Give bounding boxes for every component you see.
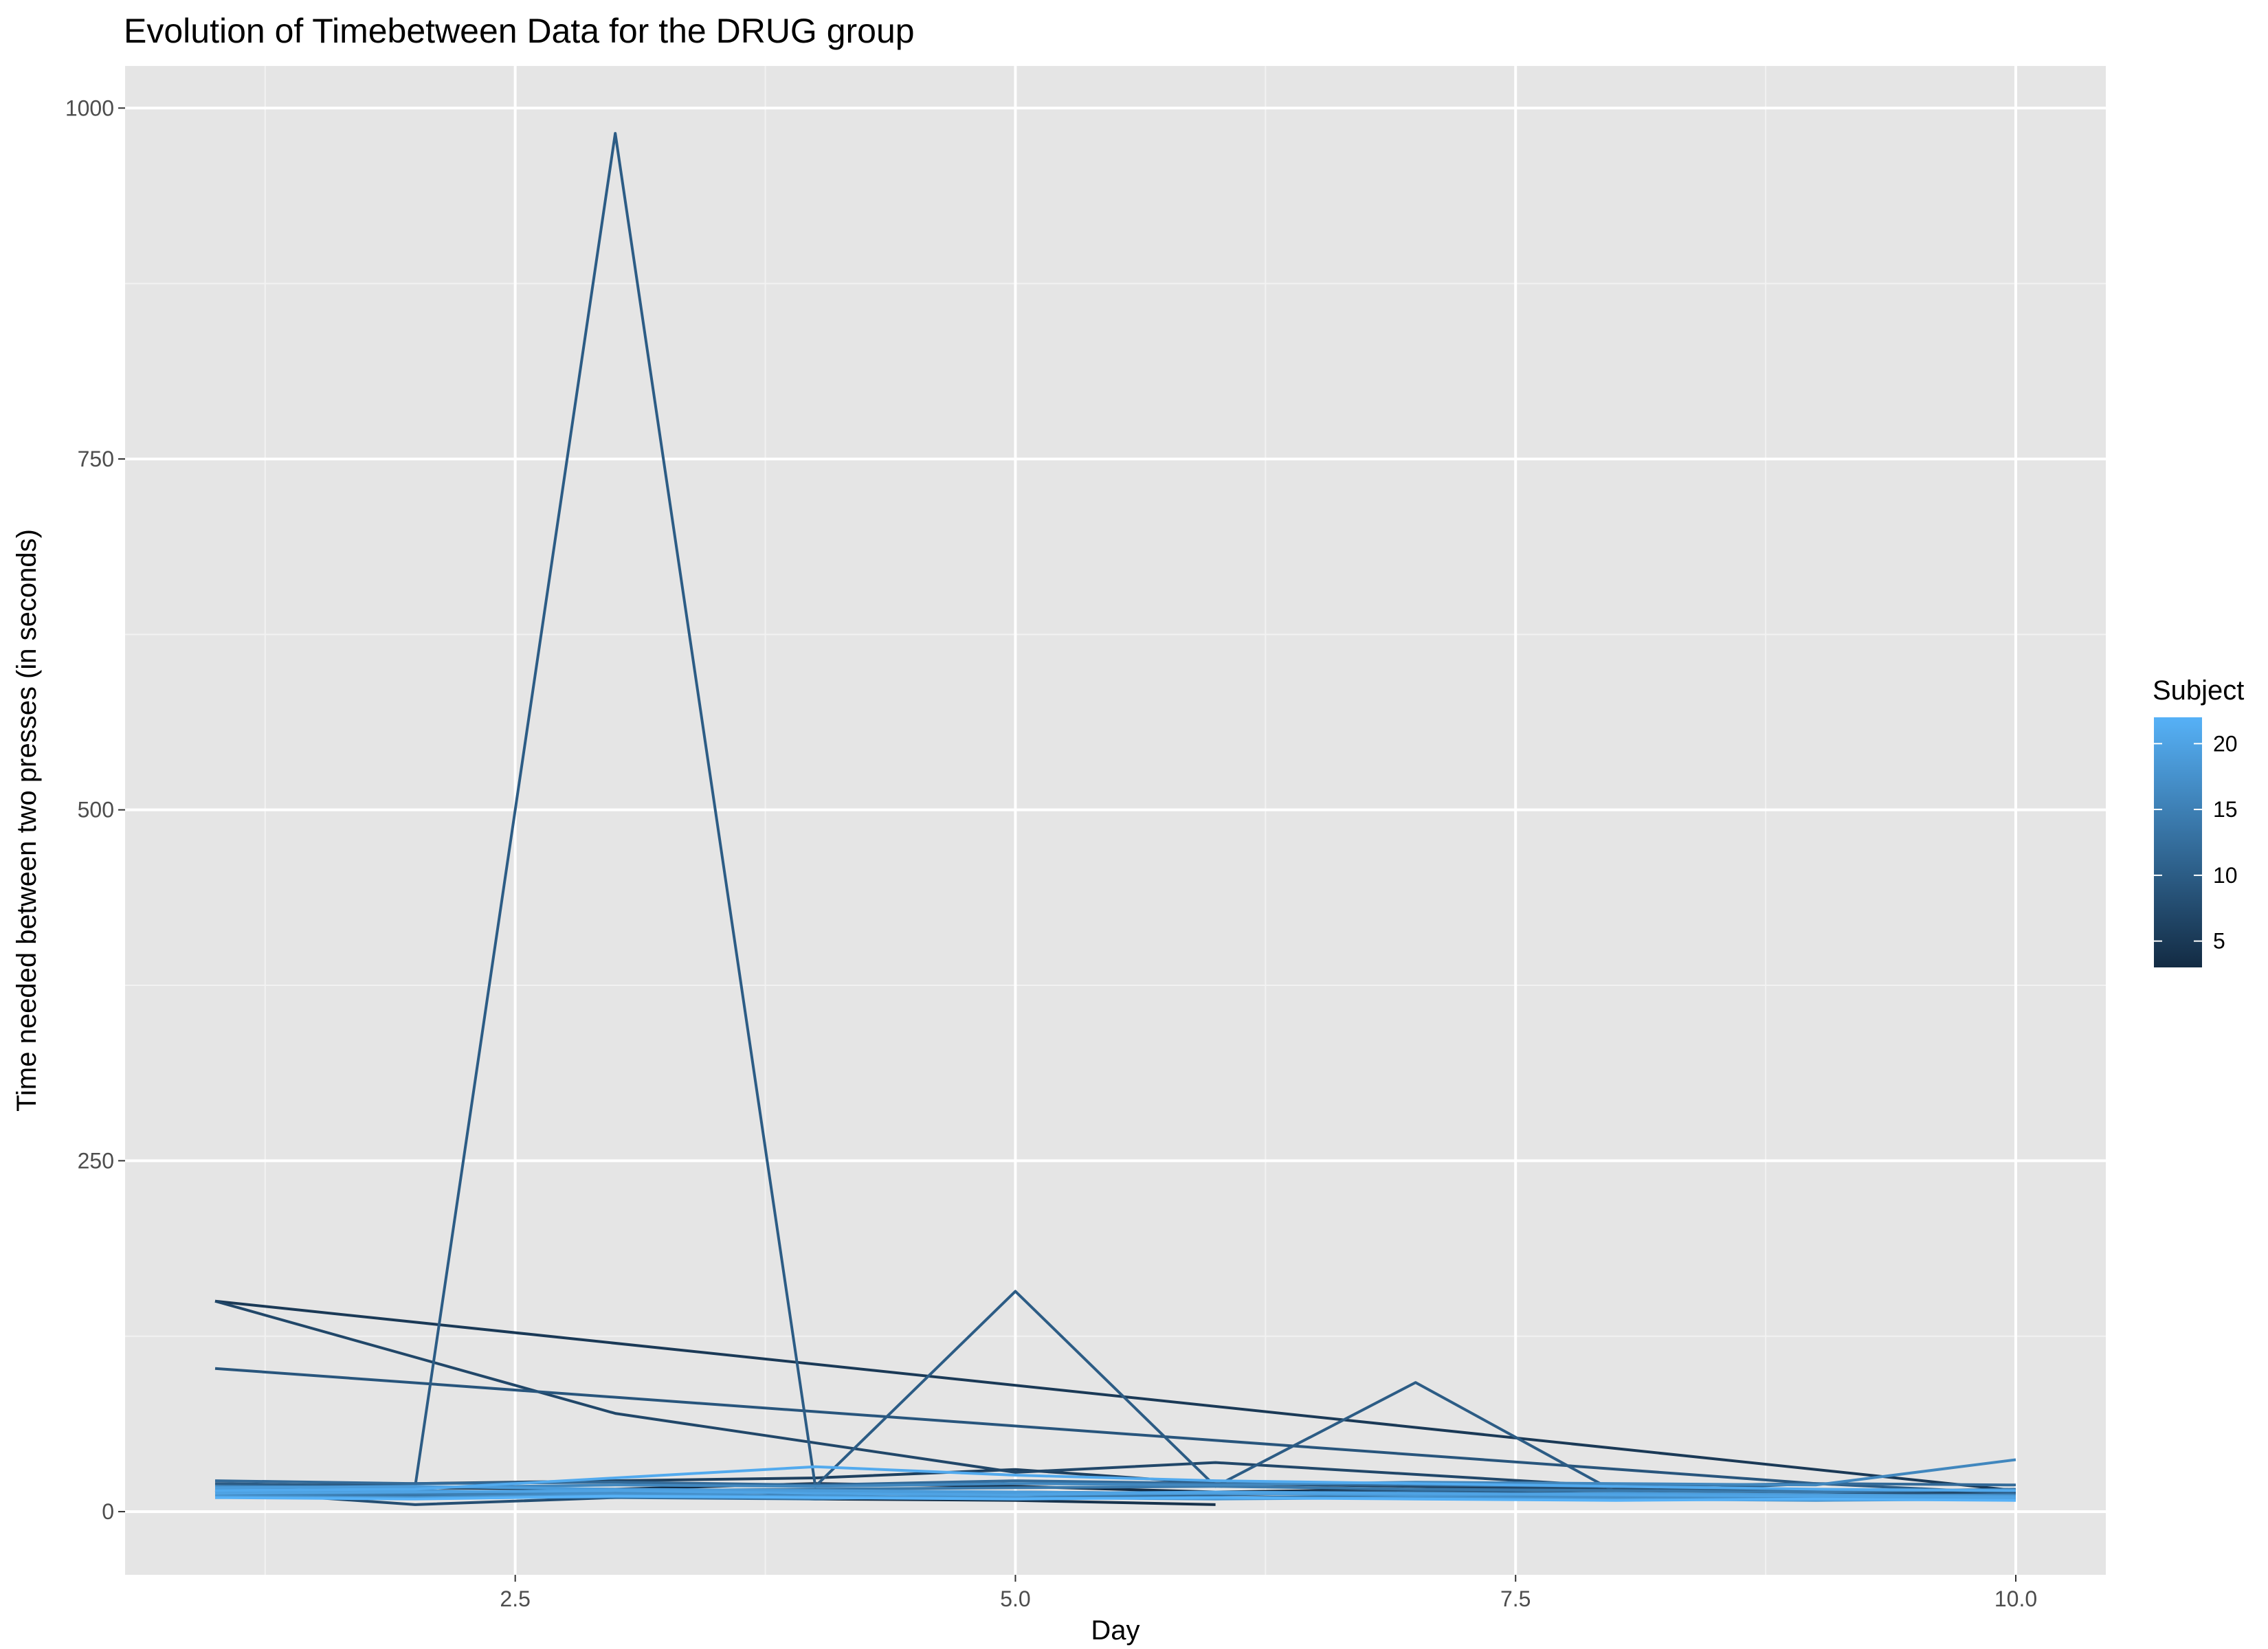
- series-line-subject-20: [214, 1489, 2016, 1499]
- chart-title: Evolution of Timebetween Data for the DR…: [124, 12, 915, 50]
- x-tick-label: 2.5: [500, 1586, 530, 1611]
- series-line-subject-9: [214, 1367, 1816, 1485]
- y-axis: 0 250 500 750 1000: [65, 96, 125, 1524]
- y-tick-label: 0: [102, 1499, 114, 1524]
- legend-title: Subject: [2153, 675, 2244, 706]
- series-line-subject-5: [214, 1299, 2016, 1492]
- y-axis-title: Time needed between two presses (in seco…: [12, 529, 42, 1112]
- legend-tick-label: 20: [2213, 731, 2238, 756]
- series-line-subject-22: [214, 1494, 2016, 1502]
- legend: Subject 5 10 15 20: [2153, 675, 2244, 967]
- x-tick-label: 7.5: [1500, 1586, 1531, 1611]
- grid-minor: [125, 66, 2106, 1575]
- y-tick-label: 250: [78, 1148, 114, 1173]
- x-axis: 2.5 5.0 7.5 10.0: [500, 1575, 2037, 1611]
- series-line-subject-21: [214, 1465, 2016, 1492]
- legend-tick-label: 10: [2213, 863, 2238, 888]
- x-tick-label: 10.0: [1994, 1586, 2037, 1611]
- legend-ticks: 5 10 15 20: [2154, 731, 2238, 954]
- legend-colorbar: [2154, 717, 2202, 967]
- series-lines: [214, 132, 2016, 1506]
- grid-major: [125, 66, 2106, 1575]
- y-tick-label: 1000: [65, 96, 114, 120]
- legend-tick-label: 5: [2213, 929, 2225, 954]
- plot-panel: [125, 66, 2106, 1575]
- series-line-subject-16: [214, 1458, 2016, 1490]
- y-tick-label: 750: [78, 447, 114, 471]
- y-tick-label: 500: [78, 798, 114, 822]
- x-axis-title: Day: [1091, 1615, 1139, 1646]
- legend-tick-label: 15: [2213, 797, 2238, 822]
- x-tick-label: 5.0: [1000, 1586, 1030, 1611]
